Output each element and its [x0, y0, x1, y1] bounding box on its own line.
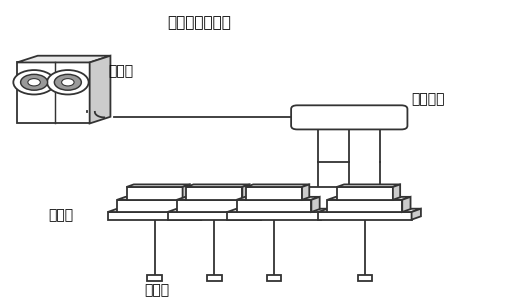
Bar — [267, 275, 281, 281]
Circle shape — [54, 74, 81, 90]
Polygon shape — [311, 197, 319, 212]
Polygon shape — [117, 200, 192, 212]
Polygon shape — [177, 197, 260, 200]
Polygon shape — [177, 200, 252, 212]
Polygon shape — [17, 56, 111, 63]
Polygon shape — [252, 197, 260, 212]
Polygon shape — [168, 212, 261, 220]
Text: 集管的分歧方式: 集管的分歧方式 — [168, 15, 231, 30]
Polygon shape — [108, 212, 201, 220]
Text: 室内机: 室内机 — [48, 208, 73, 222]
Text: 室外机: 室外机 — [108, 65, 133, 79]
Polygon shape — [321, 209, 330, 220]
Polygon shape — [227, 212, 321, 220]
Text: 分歧集管: 分歧集管 — [411, 92, 445, 106]
Polygon shape — [318, 209, 421, 212]
Bar — [147, 275, 162, 281]
Polygon shape — [246, 184, 310, 187]
Polygon shape — [236, 197, 319, 200]
Polygon shape — [186, 187, 242, 200]
Polygon shape — [393, 184, 400, 200]
Polygon shape — [411, 209, 421, 220]
Polygon shape — [126, 187, 183, 200]
Polygon shape — [126, 184, 190, 187]
Polygon shape — [183, 184, 190, 200]
Polygon shape — [337, 187, 393, 200]
Circle shape — [62, 79, 74, 86]
Polygon shape — [186, 184, 250, 187]
Polygon shape — [327, 197, 410, 200]
Circle shape — [47, 70, 89, 95]
Polygon shape — [236, 200, 311, 212]
Polygon shape — [302, 184, 310, 200]
FancyBboxPatch shape — [291, 105, 407, 129]
Circle shape — [28, 79, 40, 86]
Polygon shape — [17, 63, 90, 124]
Polygon shape — [108, 209, 211, 212]
Polygon shape — [117, 197, 200, 200]
Polygon shape — [90, 56, 111, 124]
Circle shape — [14, 70, 55, 95]
Polygon shape — [402, 197, 410, 212]
Polygon shape — [246, 187, 302, 200]
Polygon shape — [192, 197, 200, 212]
Bar — [358, 275, 372, 281]
Polygon shape — [337, 184, 400, 187]
Bar — [207, 275, 221, 281]
Polygon shape — [327, 200, 402, 212]
Text: 控制器: 控制器 — [144, 283, 169, 297]
Polygon shape — [261, 209, 270, 220]
Polygon shape — [201, 209, 211, 220]
Polygon shape — [318, 212, 411, 220]
Circle shape — [20, 74, 48, 90]
Polygon shape — [242, 184, 250, 200]
Polygon shape — [227, 209, 330, 212]
Polygon shape — [168, 209, 270, 212]
